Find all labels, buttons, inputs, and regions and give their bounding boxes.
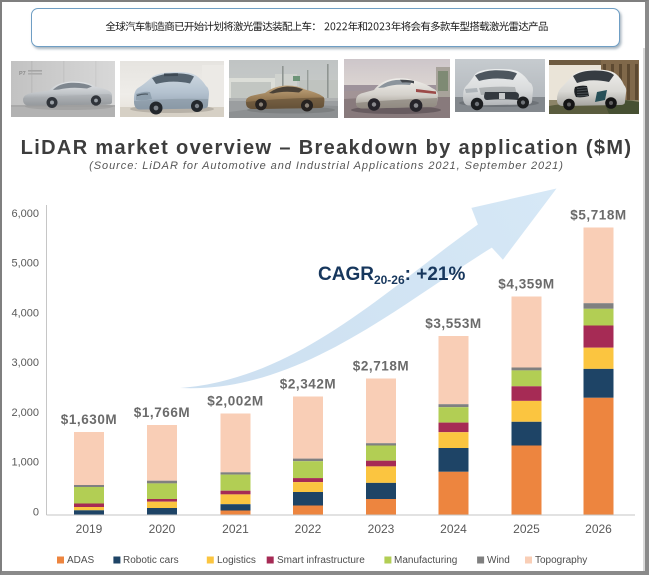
svg-text:$2,002M: $2,002M bbox=[207, 394, 263, 409]
svg-text:$1,630M: $1,630M bbox=[61, 412, 117, 427]
svg-text:Logistics: Logistics bbox=[217, 555, 256, 566]
svg-text:$2,342M: $2,342M bbox=[280, 377, 336, 392]
svg-text:3,000: 3,000 bbox=[11, 357, 39, 369]
svg-text:Smart infrastructure: Smart infrastructure bbox=[277, 555, 365, 566]
svg-text:2023: 2023 bbox=[368, 522, 395, 536]
svg-text:$4,359M: $4,359M bbox=[498, 277, 554, 292]
svg-text:2022: 2022 bbox=[295, 522, 322, 536]
svg-text:2021: 2021 bbox=[222, 522, 249, 536]
svg-text:CAGR20-26: +21%: CAGR20-26: +21% bbox=[318, 264, 465, 287]
svg-text:Wind: Wind bbox=[487, 555, 510, 566]
svg-text:1,000: 1,000 bbox=[11, 457, 39, 469]
svg-text:0: 0 bbox=[33, 507, 39, 519]
svg-text:6,000: 6,000 bbox=[11, 208, 39, 220]
svg-text:4,000: 4,000 bbox=[11, 307, 39, 319]
svg-text:Robotic cars: Robotic cars bbox=[123, 555, 179, 566]
svg-text:2,000: 2,000 bbox=[11, 407, 39, 419]
svg-text:P7: P7 bbox=[19, 71, 26, 77]
svg-text:$1,766M: $1,766M bbox=[134, 405, 190, 420]
svg-text:$3,553M: $3,553M bbox=[425, 316, 481, 331]
svg-text:$2,718M: $2,718M bbox=[353, 359, 409, 374]
svg-text:$5,718M: $5,718M bbox=[570, 208, 626, 223]
svg-text:2019: 2019 bbox=[76, 522, 103, 536]
svg-text:5,000: 5,000 bbox=[11, 258, 39, 270]
svg-text:2020: 2020 bbox=[149, 522, 176, 536]
svg-text:Topography: Topography bbox=[535, 555, 587, 566]
svg-text:Manufacturing: Manufacturing bbox=[394, 555, 457, 566]
svg-text:2025: 2025 bbox=[513, 522, 540, 536]
svg-text:2026: 2026 bbox=[585, 522, 612, 536]
svg-text:2024: 2024 bbox=[440, 522, 467, 536]
svg-text:ADAS: ADAS bbox=[67, 555, 95, 566]
